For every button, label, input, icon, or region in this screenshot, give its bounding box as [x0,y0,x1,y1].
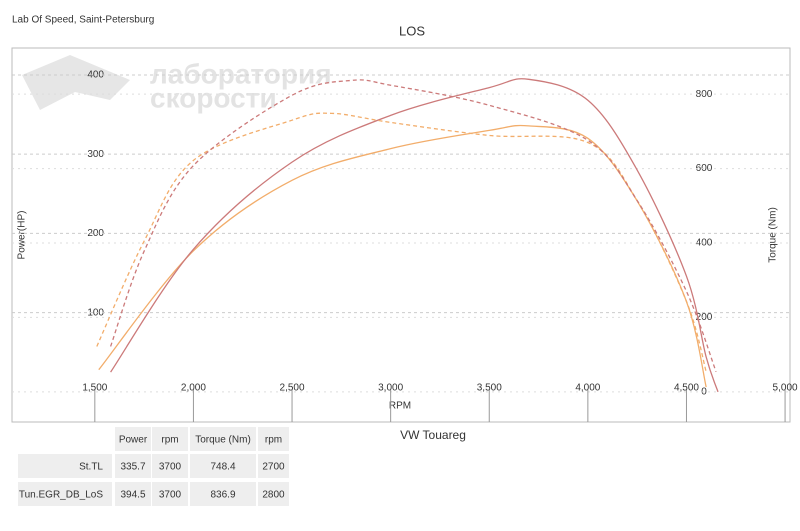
y2-tick-label: 200 [696,312,713,323]
header: Lab Of Speed, Saint-Petersburg [12,15,154,26]
x-axis-label: RPM [389,401,411,412]
series-line [109,79,717,372]
subtitle: VW Touareg [400,428,466,442]
table-value: 394.5 [120,490,145,501]
table-cell [152,482,188,506]
y2-tick-label: 800 [696,89,713,100]
y-tick-label: 300 [87,149,104,160]
table-value: 748.4 [210,462,235,473]
y2-tick-label: 0 [701,386,707,397]
x-tick-label: 4,500 [674,383,699,394]
y-tick-label: 200 [87,228,104,239]
watermark-logo [22,55,130,110]
chart-title: LOS [399,23,425,38]
plot-frame [11,47,791,423]
table-header: Power [119,435,148,446]
table-cell [258,454,289,478]
table-header-cell [115,427,151,451]
watermark-text: скорости [150,82,277,113]
table-value: 2700 [262,462,285,473]
table-header-cell [152,427,188,451]
table-cell [258,482,289,506]
watermark: лаборатория скорости [22,55,332,113]
table-cell [115,482,151,506]
x-tick-label: 5,000 [773,383,798,394]
table-cell [190,454,256,478]
table-header: rpm [265,435,282,446]
table-name-cell [18,454,112,478]
y-tick-label: 100 [87,307,104,318]
watermark-text: лаборатория [150,58,332,89]
table-value: 3700 [159,462,182,473]
table-cell [190,482,256,506]
table-value: 2800 [262,490,285,501]
x-tick-label: 2,000 [181,383,206,394]
x-tick-label: 3,000 [378,383,403,394]
table-value: 836.9 [210,490,235,501]
x-tick-label: 3,500 [477,383,502,394]
series-line [96,112,707,372]
x-tick-label: 1,500 [82,383,107,394]
y-tick-label: 400 [87,70,104,81]
y2-axis-label: Torque (Nm) [768,207,779,263]
y2-tick-label: 600 [696,163,713,174]
table-row-name: St.TL [79,462,103,473]
table-cell [152,454,188,478]
series-line [98,124,707,388]
table-value: 335.7 [120,462,145,473]
table-header: rpm [161,435,178,446]
table-header: Torque (Nm) [195,435,251,446]
x-tick-label: 4,000 [575,383,600,394]
y2-tick-label: 400 [696,238,713,249]
table-header-cell [190,427,256,451]
y-axis-label: Power(HP) [17,211,28,260]
series-line [110,78,719,393]
table-value: 3700 [159,490,182,501]
table-header-cell [258,427,289,451]
x-tick-label: 2,500 [280,383,305,394]
table-name-cell [18,482,112,506]
table-row-name: Tun.EGR_DB_LoS [19,490,103,501]
table-cell [115,454,151,478]
